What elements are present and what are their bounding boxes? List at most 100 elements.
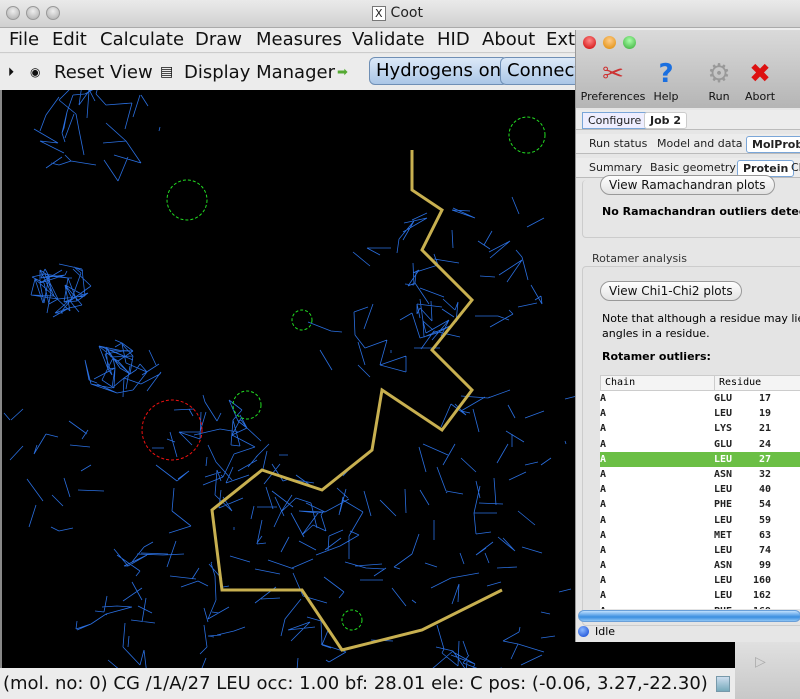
display-manager-button[interactable]: Display Manager bbox=[184, 62, 335, 83]
menu-draw[interactable]: Draw bbox=[195, 29, 243, 50]
table-row[interactable]: A PHE 169 bbox=[600, 604, 800, 609]
result-tabs: Run status Model and data MolProbity bbox=[576, 134, 800, 154]
chain-cell: A bbox=[600, 423, 607, 435]
residue-number-cell: 169 bbox=[745, 604, 771, 609]
positive-difference-density bbox=[166, 179, 208, 221]
stop-icon[interactable]: ◉ bbox=[30, 65, 41, 79]
residue-number-cell: 24 bbox=[758, 438, 771, 450]
menu-about[interactable]: About bbox=[482, 29, 536, 50]
residue-number-cell: 74 bbox=[758, 544, 771, 556]
menu-calculate[interactable]: Calculate bbox=[100, 29, 185, 50]
outliers-table-header: Chain Residue bbox=[600, 375, 800, 391]
tab-model-and-data[interactable]: Model and data bbox=[657, 137, 743, 150]
stop-icon: ✖ bbox=[749, 59, 771, 89]
rama-frame bbox=[582, 180, 800, 238]
rotamer-outliers-table[interactable]: A GLU 17 A LEU 19 A LYS 21 A GLU 24 A LEU 27 A ASN 32 A LEU… bbox=[600, 391, 800, 609]
menu-measures[interactable]: Measures bbox=[256, 29, 342, 50]
menu-edit[interactable]: Edit bbox=[52, 29, 87, 50]
residue-name-cell: LEU bbox=[714, 453, 733, 465]
residue-number-cell: 21 bbox=[758, 423, 771, 435]
residue-number-cell: 19 bbox=[758, 408, 771, 420]
window-title: X Coot bbox=[372, 5, 423, 21]
residue-number-cell: 99 bbox=[758, 560, 771, 572]
table-row[interactable]: A LEU 59 bbox=[600, 513, 800, 528]
expand-arrow-icon[interactable]: ▷ bbox=[755, 654, 766, 670]
abort-button[interactable]: ✖ Abort bbox=[740, 58, 780, 103]
arrow-icon[interactable]: ➡ bbox=[337, 65, 348, 80]
molprobity-dialog: ✂ Preferences ? Help ⚙ Run ✖ Abort Configure… bbox=[575, 30, 800, 642]
help-button[interactable]: ? Help bbox=[646, 58, 686, 103]
table-row[interactable]: A LEU 160 bbox=[600, 573, 800, 588]
tab-clashes[interactable]: Cl bbox=[791, 161, 800, 174]
ramachandran-result: No Ramachandran outliers detected bbox=[602, 205, 800, 218]
dialog-close-button[interactable] bbox=[583, 36, 596, 49]
tab-summary[interactable]: Summary bbox=[589, 161, 643, 174]
residue-name-cell: GLU bbox=[714, 393, 733, 404]
menu-validate[interactable]: Validate bbox=[352, 29, 425, 50]
tab-configure[interactable]: Configure bbox=[582, 112, 648, 129]
menu-file[interactable]: File bbox=[9, 29, 40, 50]
residue-number-cell: 59 bbox=[758, 514, 771, 526]
title-bar: X Coot bbox=[0, 0, 800, 28]
table-row[interactable]: A LEU 19 bbox=[600, 406, 800, 421]
status-light-icon bbox=[578, 626, 589, 637]
zoom-window-button[interactable] bbox=[46, 6, 60, 20]
status-bar: (mol. no: 0) CG /1/A/27 LEU occ: 1.00 bf… bbox=[0, 668, 800, 699]
play-icon[interactable]: ⏵ bbox=[8, 65, 15, 79]
x11-icon: X bbox=[372, 6, 386, 21]
residue-name-cell: LYS bbox=[714, 423, 733, 435]
run-label: Run bbox=[708, 90, 730, 103]
connect-button[interactable]: Connect bbox=[500, 57, 590, 85]
dialog-minimize-button[interactable] bbox=[603, 36, 616, 49]
progress-bar bbox=[578, 610, 800, 622]
residue-number-cell: 162 bbox=[752, 590, 771, 602]
residue-name-cell: PHE bbox=[714, 604, 732, 609]
residue-number-cell: 54 bbox=[758, 499, 771, 511]
positive-difference-density bbox=[232, 390, 262, 420]
chain-cell: A bbox=[600, 438, 607, 450]
residue-number-cell: 27 bbox=[758, 453, 771, 465]
chain-cell: A bbox=[600, 560, 607, 572]
hydrogens-toggle[interactable]: Hydrogens on bbox=[369, 57, 509, 85]
table-row[interactable]: A LEU 162 bbox=[600, 588, 800, 603]
job-tabs: Configure Job 2 bbox=[576, 110, 800, 130]
tab-molprobity[interactable]: MolProbity bbox=[746, 136, 800, 153]
residue-number-cell: 160 bbox=[752, 575, 771, 587]
run-button[interactable]: ⚙ Run bbox=[699, 58, 739, 103]
table-row[interactable]: A ASN 99 bbox=[600, 558, 800, 573]
table-row[interactable]: A ASN 32 bbox=[600, 467, 800, 482]
table-row[interactable]: A LYS 21 bbox=[600, 421, 800, 436]
residue-name-cell: LEU bbox=[714, 514, 733, 526]
dialog-zoom-button[interactable] bbox=[623, 36, 636, 49]
table-row[interactable]: A LEU 40 bbox=[600, 482, 800, 497]
table-row[interactable]: A LEU 27 bbox=[600, 451, 800, 467]
residue-number-cell: 63 bbox=[758, 529, 771, 541]
close-window-button[interactable] bbox=[6, 6, 20, 20]
residue-name-cell: ASN bbox=[714, 560, 733, 572]
window-title-text: Coot bbox=[390, 5, 423, 21]
menu-extensions[interactable]: Ext bbox=[546, 29, 576, 50]
menu-hid[interactable]: HID bbox=[437, 29, 470, 50]
tab-job-2[interactable]: Job 2 bbox=[644, 112, 688, 129]
table-row[interactable]: A MET 63 bbox=[600, 528, 800, 543]
table-row[interactable]: A GLU 24 bbox=[600, 437, 800, 452]
gear-icon: ⚙ bbox=[707, 59, 731, 89]
reset-view-button[interactable]: Reset View bbox=[54, 62, 153, 83]
table-row[interactable]: A GLU 17 bbox=[600, 391, 800, 406]
preferences-button[interactable]: ✂ Preferences bbox=[578, 58, 648, 103]
table-row[interactable]: A PHE 54 bbox=[600, 497, 800, 512]
minimize-window-button[interactable] bbox=[26, 6, 40, 20]
blue-density-mesh bbox=[3, 75, 613, 697]
tab-run-status[interactable]: Run status bbox=[589, 137, 648, 150]
chain-cell: A bbox=[600, 408, 607, 420]
view-chi1-chi2-button[interactable]: View Chi1-Chi2 plots bbox=[600, 281, 742, 301]
tab-basic-geometry[interactable]: Basic geometry bbox=[650, 161, 736, 174]
table-row[interactable]: A LEU 74 bbox=[600, 543, 800, 558]
protein-backbone bbox=[210, 150, 503, 652]
column-chain[interactable]: Chain bbox=[605, 377, 636, 388]
positive-difference-density bbox=[291, 309, 313, 331]
view-ramachandran-button[interactable]: View Ramachandran plots bbox=[600, 175, 775, 195]
negative-difference-density bbox=[141, 399, 203, 461]
dialog-toolbar: ✂ Preferences ? Help ⚙ Run ✖ Abort bbox=[576, 30, 800, 108]
column-residue[interactable]: Residue bbox=[719, 377, 762, 388]
